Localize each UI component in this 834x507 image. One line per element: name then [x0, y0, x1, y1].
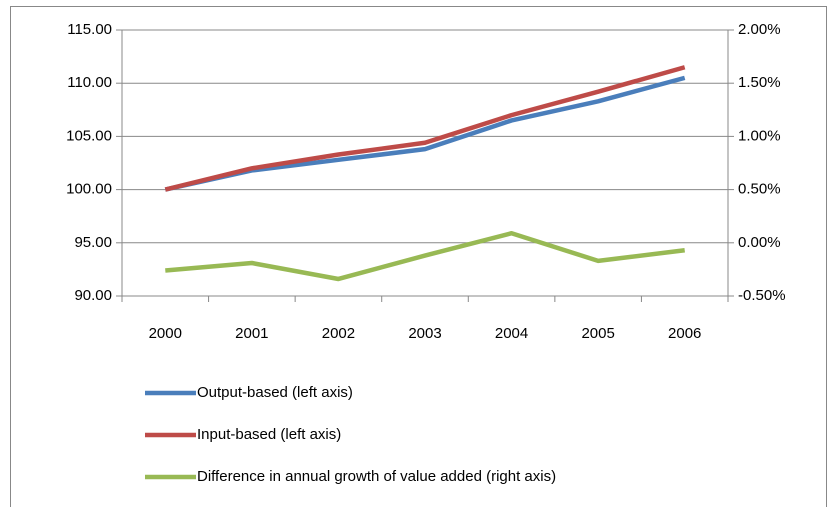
- legend-label: Difference in annual growth of value add…: [197, 468, 556, 485]
- y-tick-label: 105.00: [66, 127, 112, 144]
- y-tick-label: 110.00: [67, 74, 112, 91]
- y2-tick-label: 0.50%: [738, 181, 781, 198]
- y-tick-label: 115.00: [67, 21, 112, 38]
- legend-label: Input-based (left axis): [197, 426, 341, 443]
- series-line: [164, 65, 686, 192]
- y-tick-label: 90.00: [74, 287, 112, 304]
- legend-label: Output-based (left axis): [197, 384, 353, 401]
- y2-tick-label: 2.00%: [738, 21, 781, 38]
- y-tick-label: 95.00: [74, 234, 112, 251]
- chart-border: [10, 6, 827, 507]
- x-tick-label: 2005: [581, 325, 614, 342]
- y-tick-label: 100.00: [66, 181, 112, 198]
- x-tick-label: 2003: [408, 325, 441, 342]
- y2-tick-label: 1.50%: [738, 74, 781, 91]
- x-tick-label: 2001: [235, 325, 268, 342]
- x-tick-label: 2002: [322, 325, 355, 342]
- x-tick-label: 2006: [668, 325, 701, 342]
- x-tick-label: 2000: [149, 325, 182, 342]
- series-line: [165, 230, 685, 282]
- series-line: [164, 75, 686, 192]
- y2-tick-label: 0.00%: [738, 234, 781, 251]
- y2-tick-label: 1.00%: [738, 127, 781, 144]
- y2-tick-label: -0.50%: [738, 287, 786, 304]
- x-tick-label: 2004: [495, 325, 528, 342]
